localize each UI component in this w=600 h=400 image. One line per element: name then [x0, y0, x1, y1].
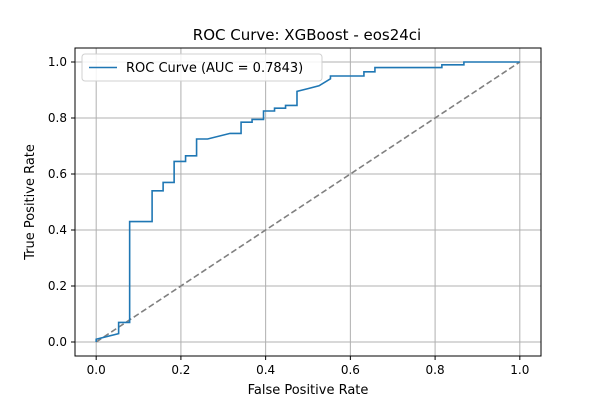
series-layer	[95, 61, 521, 343]
y-tick-label: 0.2	[48, 279, 67, 293]
chart-title: ROC Curve: XGBoost - eos24ci	[193, 26, 421, 44]
x-tick-label: 0.0	[87, 363, 106, 377]
x-tick-label: 0.6	[341, 363, 360, 377]
y-axis-label: True Positive Rate	[23, 144, 38, 261]
y-tick-label: 0.6	[48, 167, 67, 181]
legend-entry-roc: ROC Curve (AUC = 0.7843)	[126, 61, 303, 76]
y-tick-label: 0.0	[48, 335, 67, 349]
legend: ROC Curve (AUC = 0.7843)	[81, 53, 323, 82]
x-tick-label: 0.2	[171, 363, 190, 377]
y-tick-label: 1.0	[48, 55, 67, 69]
x-axis-label: False Positive Rate	[248, 383, 369, 398]
roc-curve-line	[95, 61, 520, 342]
y-tick-label: 0.8	[48, 111, 67, 125]
x-tick-label: 0.4	[256, 363, 275, 377]
x-tick-label: 0.8	[426, 363, 445, 377]
chance-diagonal-line	[95, 61, 521, 343]
plot-frame	[74, 47, 542, 357]
axis-ticks: 0.0 0.2 0.4 0.6 0.8 1.0 0.0 0.2 0.4 0.6 0.8 1.0	[48, 55, 529, 377]
y-tick-label: 0.4	[48, 223, 67, 237]
x-tick-label: 1.0	[510, 363, 529, 377]
legend-box	[81, 53, 323, 82]
